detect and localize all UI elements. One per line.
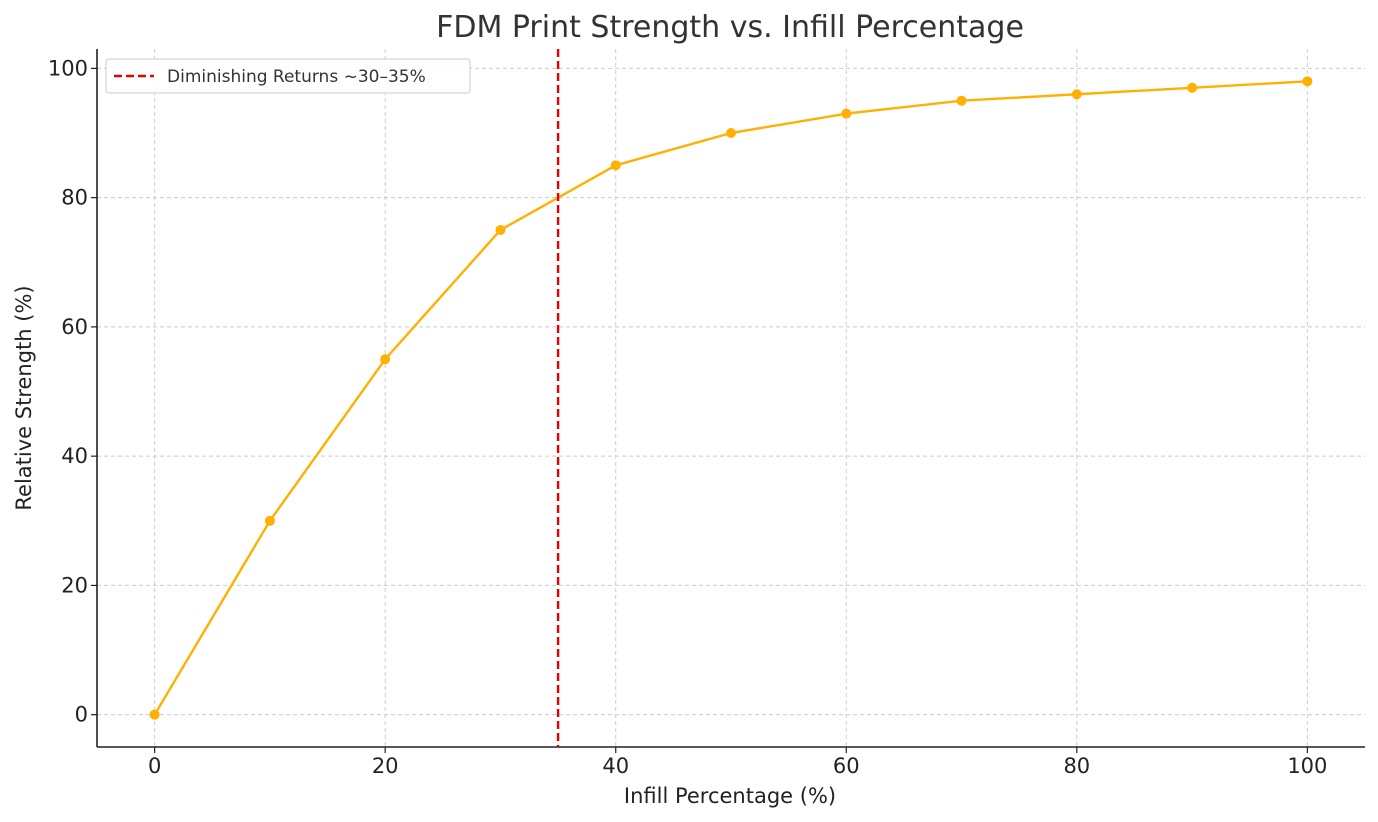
data-point-marker xyxy=(1302,76,1313,87)
grid-lines xyxy=(97,49,1365,747)
y-tick-label: 80 xyxy=(61,186,88,210)
y-tick-label: 20 xyxy=(61,573,88,597)
legend-box xyxy=(105,58,471,94)
x-tick-label: 100 xyxy=(1287,754,1327,778)
axes-spines xyxy=(96,49,1365,748)
y-axis-label: Relative Strength (%) xyxy=(12,285,36,510)
data-point-marker xyxy=(380,354,391,365)
data-point-marker xyxy=(264,515,275,526)
data-point-marker xyxy=(841,108,852,119)
legend: Diminishing Returns ~30–35% xyxy=(105,58,471,94)
data-point-marker xyxy=(1071,89,1082,100)
series-line xyxy=(153,80,1308,716)
legend-label: Diminishing Returns ~30–35% xyxy=(167,67,426,87)
series-layer xyxy=(149,76,1313,720)
x-tick-label: 40 xyxy=(602,754,629,778)
y-tick-label: 0 xyxy=(75,703,88,727)
x-tick-label: 80 xyxy=(1063,754,1090,778)
data-point-marker xyxy=(726,128,736,139)
x-tick-label: 20 xyxy=(372,754,399,778)
x-tick-label: 0 xyxy=(148,754,161,778)
y-tick-label: 60 xyxy=(61,315,88,339)
data-point-marker xyxy=(956,95,967,106)
y-tick-label: 40 xyxy=(61,444,88,468)
data-point-marker xyxy=(1187,82,1198,93)
data-point-marker xyxy=(610,160,621,171)
x-tick-label: 60 xyxy=(833,754,860,778)
data-point-marker xyxy=(149,709,160,720)
x-axis-label: Infill Percentage (%) xyxy=(624,784,836,808)
data-point-marker xyxy=(495,224,506,235)
axis-ticks: 0 20 40 60 80 100 0 20 40 60 80 100 xyxy=(48,56,1328,778)
chart-title: FDM Print Strength vs. Infill Percentage xyxy=(436,10,1024,45)
y-tick-label: 100 xyxy=(48,56,88,80)
